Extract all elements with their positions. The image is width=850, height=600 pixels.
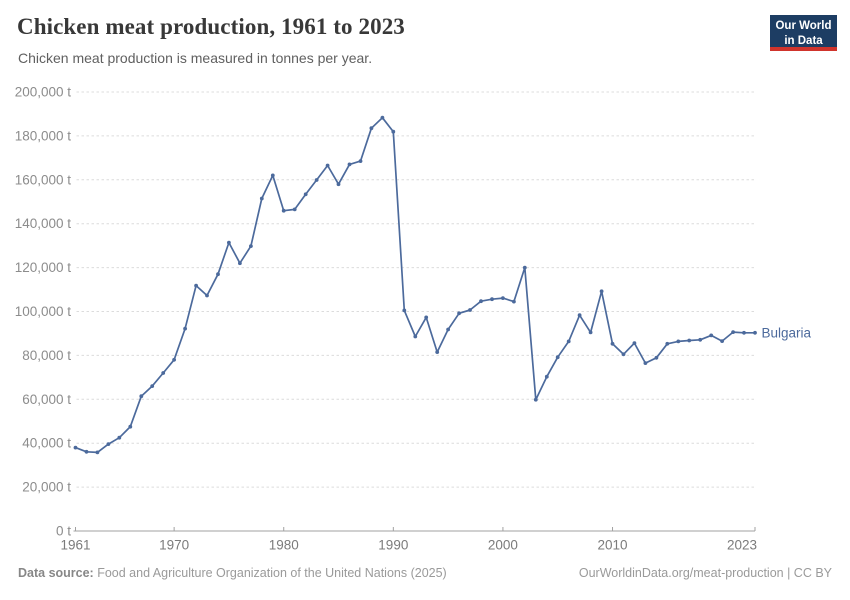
x-axis-tick-label: 2023 xyxy=(727,538,757,553)
data-point-marker[interactable] xyxy=(391,129,396,134)
data-point-marker[interactable] xyxy=(632,341,637,345)
data-point-marker[interactable] xyxy=(753,330,757,335)
x-axis-tick-label: 1970 xyxy=(159,538,189,553)
line-series-bulgaria[interactable] xyxy=(74,116,756,454)
y-axis-tick-label: 60,000 t xyxy=(22,392,71,407)
data-point-marker[interactable] xyxy=(336,182,341,187)
data-point-marker[interactable] xyxy=(720,339,724,343)
data-point-marker[interactable] xyxy=(446,327,450,332)
owid-logo[interactable]: Our World in Data xyxy=(770,15,837,51)
data-point-marker[interactable] xyxy=(709,333,714,338)
data-point-marker[interactable] xyxy=(314,178,319,182)
data-point-marker[interactable] xyxy=(73,445,78,450)
data-point-marker[interactable] xyxy=(84,449,89,454)
y-axis-tick-label: 180,000 t xyxy=(15,128,72,143)
data-point-marker[interactable] xyxy=(238,261,242,266)
data-point-marker[interactable] xyxy=(347,162,352,167)
data-source-note: Data source: Food and Agriculture Organi… xyxy=(18,566,447,580)
data-point-marker[interactable] xyxy=(227,240,231,245)
y-axis-tick-label: 0 t xyxy=(56,524,71,539)
y-axis-tick-label: 160,000 t xyxy=(15,172,72,187)
x-axis-tick-label: 2000 xyxy=(488,538,518,553)
data-point-marker[interactable] xyxy=(424,315,429,320)
data-point-marker[interactable] xyxy=(621,352,626,357)
data-point-marker[interactable] xyxy=(117,435,122,440)
data-point-marker[interactable] xyxy=(533,397,538,402)
data-point-marker[interactable] xyxy=(654,355,659,360)
data-point-marker[interactable] xyxy=(468,308,472,312)
data-point-marker[interactable] xyxy=(665,341,670,346)
data-point-marker[interactable] xyxy=(194,283,199,288)
data-point-marker[interactable] xyxy=(183,326,188,331)
y-axis-tick-label: 100,000 t xyxy=(15,304,72,319)
chart-footer: Data source: Food and Agriculture Organi… xyxy=(18,566,832,580)
data-point-marker[interactable] xyxy=(380,115,385,120)
data-point-marker[interactable] xyxy=(457,311,461,316)
x-axis-tick-label: 1990 xyxy=(378,538,408,553)
data-point-marker[interactable] xyxy=(588,330,593,335)
y-axis-tick-label: 20,000 t xyxy=(22,480,71,495)
data-point-marker[interactable] xyxy=(742,330,746,335)
data-point-marker[interactable] xyxy=(281,208,286,213)
data-point-marker[interactable] xyxy=(479,299,483,304)
data-point-marker[interactable] xyxy=(599,289,604,294)
data-point-marker[interactable] xyxy=(216,272,220,277)
data-point-marker[interactable] xyxy=(358,159,363,164)
series-entity-label[interactable]: Bulgaria xyxy=(762,325,812,340)
data-point-marker[interactable] xyxy=(566,339,571,344)
data-point-marker[interactable] xyxy=(128,424,133,429)
data-point-marker[interactable] xyxy=(555,355,560,360)
data-source-label: Data source: xyxy=(18,566,94,580)
data-point-marker[interactable] xyxy=(369,126,374,131)
data-point-marker[interactable] xyxy=(731,330,735,334)
data-point-marker[interactable] xyxy=(512,299,516,304)
data-point-marker[interactable] xyxy=(435,350,440,354)
data-point-marker[interactable] xyxy=(259,196,264,201)
y-axis-tick-label: 140,000 t xyxy=(15,216,72,231)
data-point-marker[interactable] xyxy=(139,394,144,399)
y-axis-tick-label: 80,000 t xyxy=(22,348,71,363)
page-title: Chicken meat production, 1961 to 2023 xyxy=(17,14,405,39)
data-point-marker[interactable] xyxy=(643,361,648,365)
data-point-marker[interactable] xyxy=(150,384,155,388)
data-point-marker[interactable] xyxy=(577,313,582,318)
data-point-marker[interactable] xyxy=(413,334,418,339)
data-source-text: Food and Agriculture Organization of the… xyxy=(93,566,447,580)
x-axis-tick-label: 1980 xyxy=(269,538,299,553)
x-axis-tick-label: 2010 xyxy=(598,538,628,553)
data-point-marker[interactable] xyxy=(161,371,166,375)
x-axis-tick-label: 1961 xyxy=(60,538,90,553)
data-point-marker[interactable] xyxy=(95,450,100,455)
owid-logo-line1: Our World xyxy=(775,20,832,32)
chart-subtitle: Chicken meat production is measured in t… xyxy=(18,50,373,66)
data-point-marker[interactable] xyxy=(172,357,177,362)
data-point-marker[interactable] xyxy=(610,341,615,346)
owid-logo-line2: in Data xyxy=(784,34,823,47)
data-point-marker[interactable] xyxy=(325,163,330,168)
data-point-marker[interactable] xyxy=(522,265,527,270)
data-point-marker[interactable] xyxy=(676,339,681,344)
data-point-marker[interactable] xyxy=(205,293,209,298)
data-point-marker[interactable] xyxy=(292,207,297,212)
attribution-link[interactable]: OurWorldinData.org/meat-production | CC … xyxy=(578,566,832,580)
data-point-marker[interactable] xyxy=(544,374,549,379)
data-point-marker[interactable] xyxy=(698,337,703,342)
data-point-marker[interactable] xyxy=(270,173,275,178)
data-point-marker[interactable] xyxy=(249,244,253,249)
data-point-marker[interactable] xyxy=(687,338,692,343)
data-point-marker[interactable] xyxy=(490,297,494,302)
y-axis-tick-label: 200,000 t xyxy=(15,85,72,100)
data-point-marker[interactable] xyxy=(402,308,407,313)
data-point-marker[interactable] xyxy=(106,442,111,446)
data-point-marker[interactable] xyxy=(303,192,308,197)
y-axis-tick-label: 120,000 t xyxy=(15,260,72,275)
y-axis-tick-label: 40,000 t xyxy=(22,436,71,451)
data-point-marker[interactable] xyxy=(501,296,505,300)
